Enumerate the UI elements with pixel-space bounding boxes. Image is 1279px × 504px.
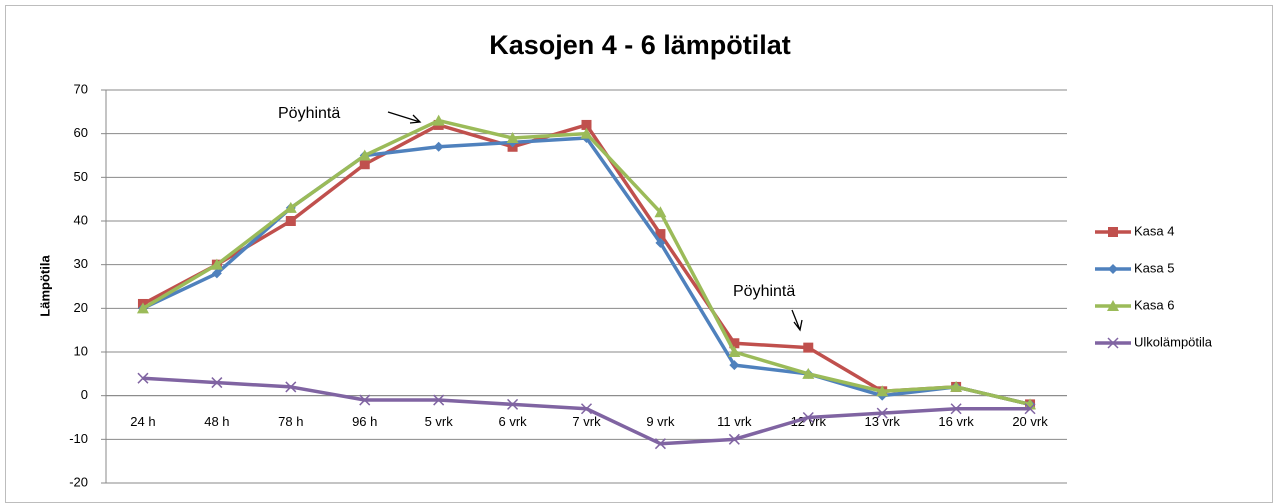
marker xyxy=(876,385,889,397)
marker xyxy=(211,377,223,389)
marker xyxy=(359,159,370,170)
marker xyxy=(729,360,740,371)
legend-label: Kasa 5 xyxy=(1134,260,1174,275)
marker xyxy=(581,119,592,130)
y-tick-label: 0 xyxy=(81,387,88,402)
marker xyxy=(137,372,149,384)
marker xyxy=(211,268,222,279)
x-tick-label: 9 vrk xyxy=(646,414,675,429)
chart-title: Kasojen 4 - 6 lämpötilat xyxy=(489,30,791,60)
y-axis-label: Lämpötila xyxy=(37,255,52,317)
marker xyxy=(358,149,371,161)
marker xyxy=(1108,227,1118,237)
marker xyxy=(210,258,223,270)
y-tick-label: -20 xyxy=(69,474,88,489)
x-tick-label: 20 vrk xyxy=(1012,414,1048,429)
marker xyxy=(950,403,962,415)
marker xyxy=(728,346,741,357)
marker xyxy=(359,394,371,406)
x-tick-label: 6 vrk xyxy=(498,414,527,429)
x-tick-label: 48 h xyxy=(204,414,229,429)
marker xyxy=(728,433,740,445)
marker xyxy=(876,407,888,419)
marker xyxy=(729,338,740,349)
y-tick-label: -10 xyxy=(69,431,88,446)
marker xyxy=(655,237,666,248)
annotation-arrow xyxy=(387,111,422,124)
legend-label: Ulkolämpötila xyxy=(1134,334,1213,349)
marker xyxy=(950,380,963,392)
marker xyxy=(803,342,814,353)
x-tick-label: 96 h xyxy=(352,414,377,429)
y-tick-label: 70 xyxy=(74,81,88,96)
marker xyxy=(136,302,149,314)
annotation: Pöyhintä xyxy=(733,283,795,300)
marker xyxy=(654,206,667,218)
x-tick-label: 11 vrk xyxy=(717,414,752,429)
marker xyxy=(1107,300,1119,311)
x-tick-label: 7 vrk xyxy=(572,414,601,429)
marker xyxy=(433,141,444,152)
marker xyxy=(655,229,666,240)
marker xyxy=(1107,337,1119,349)
y-tick-label: 30 xyxy=(74,256,88,271)
x-tick-label: 24 h xyxy=(130,414,155,429)
y-tick-label: 60 xyxy=(74,125,88,140)
marker xyxy=(802,367,815,379)
y-tick-label: 10 xyxy=(74,343,88,358)
y-tick-label: 40 xyxy=(74,212,88,227)
marker xyxy=(432,114,445,126)
marker xyxy=(284,201,297,213)
marker xyxy=(285,381,297,393)
y-tick-label: 50 xyxy=(74,169,88,184)
x-tick-label: 78 h xyxy=(278,414,303,429)
marker xyxy=(580,127,593,139)
legend-label: Kasa 4 xyxy=(1134,223,1174,238)
y-tick-label: 20 xyxy=(74,300,88,315)
marker xyxy=(654,438,666,450)
marker xyxy=(433,394,445,406)
marker xyxy=(580,403,593,415)
marker xyxy=(285,216,296,226)
marker xyxy=(1024,403,1036,415)
chart-border xyxy=(5,5,1273,503)
marker xyxy=(507,398,519,410)
x-tick-label: 13 vrk xyxy=(864,414,900,429)
legend-label: Kasa 6 xyxy=(1134,297,1174,312)
x-tick-label: 16 vrk xyxy=(938,414,974,429)
marker xyxy=(506,132,519,144)
marker xyxy=(1108,264,1118,274)
marker xyxy=(802,411,814,424)
annotation: Pöyhintä xyxy=(278,105,340,122)
x-tick-label: 5 vrk xyxy=(425,414,454,429)
annotation-arrow xyxy=(791,309,803,332)
